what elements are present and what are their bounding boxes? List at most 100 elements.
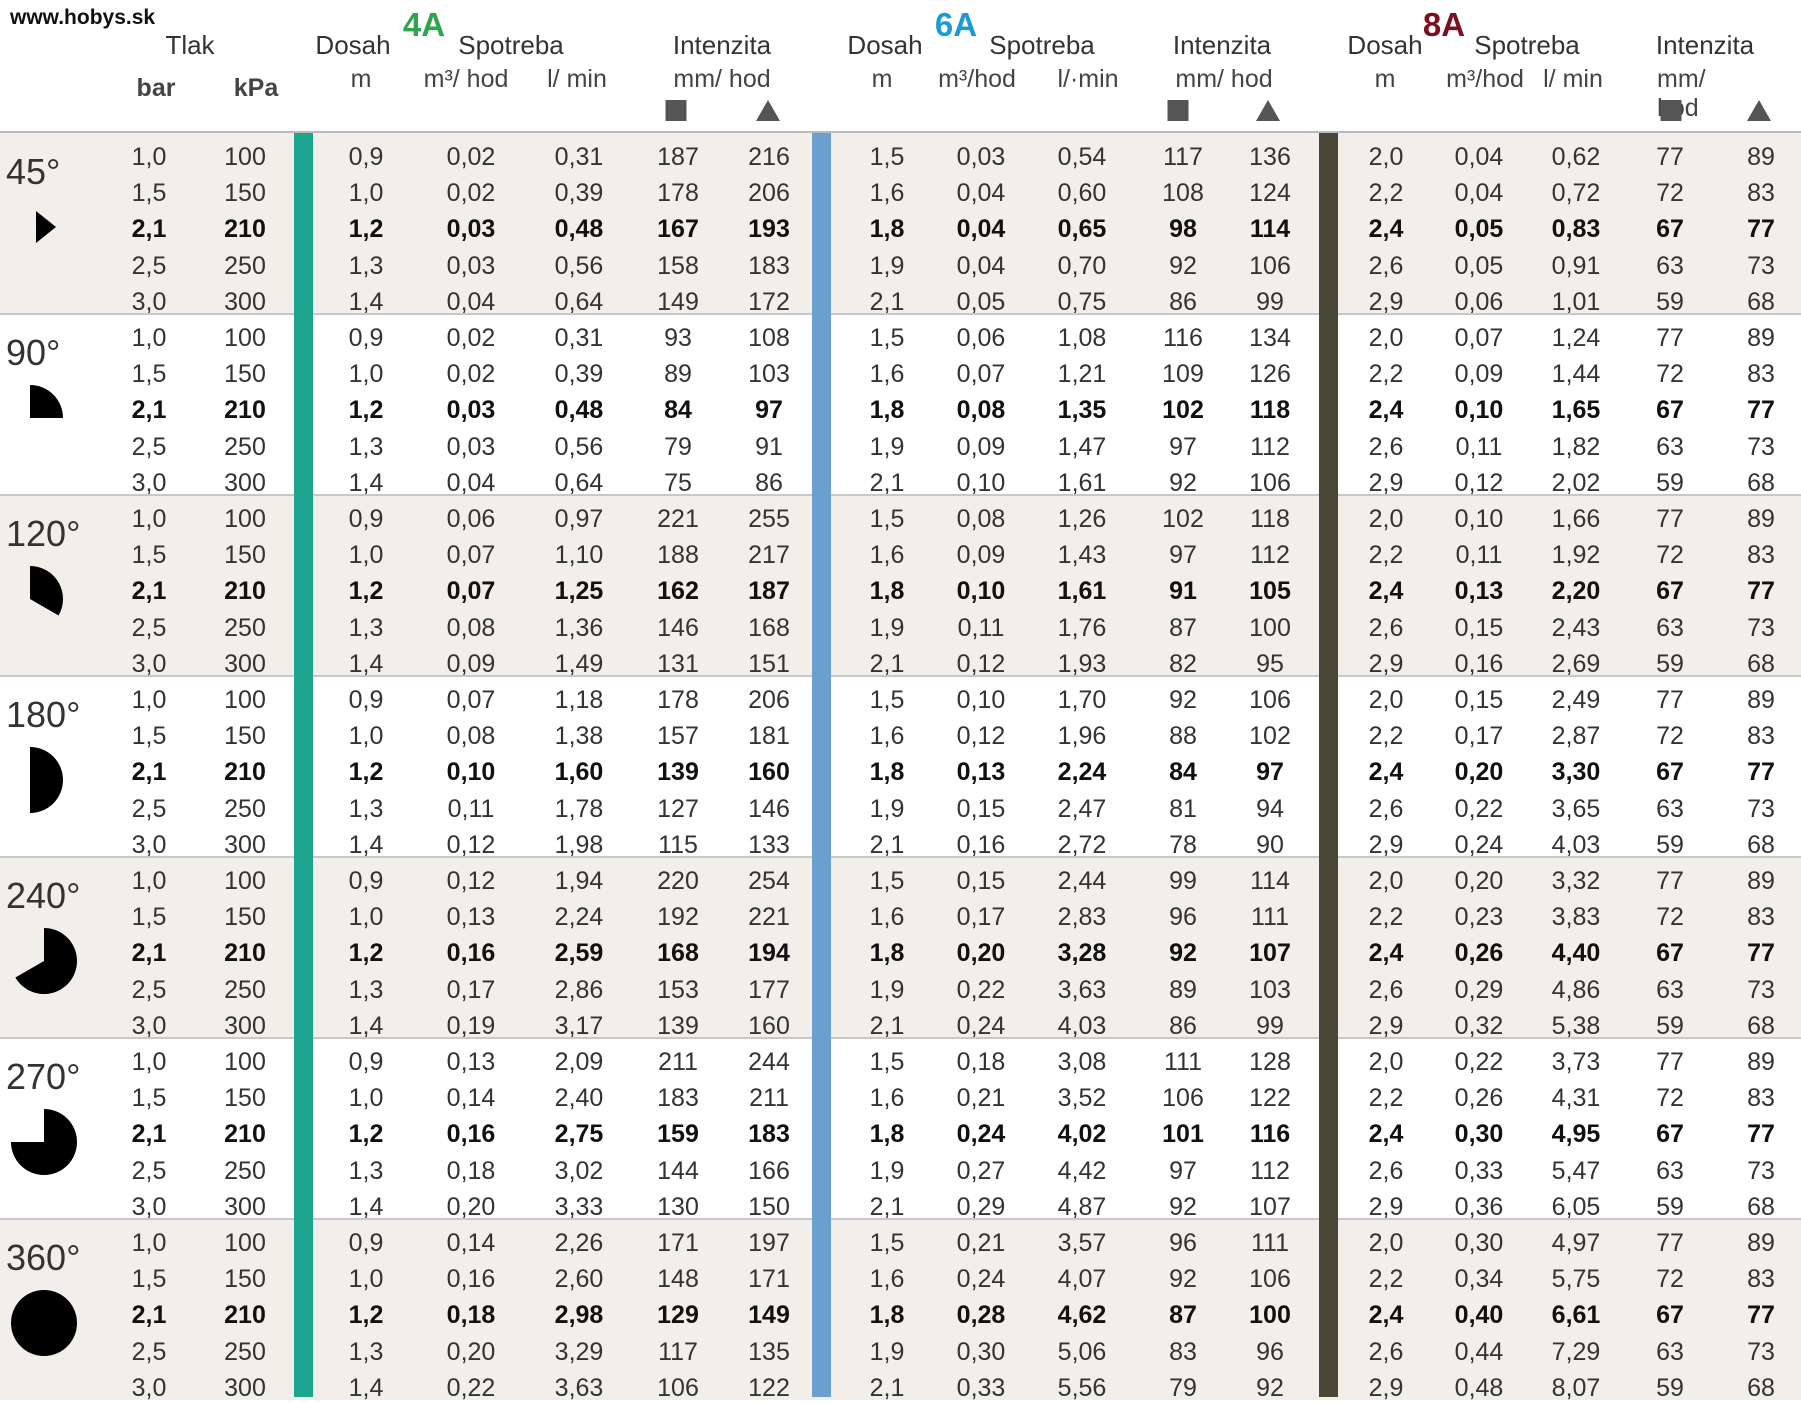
- table-cell: 5,38: [1551, 1011, 1601, 1040]
- table-cell: 111: [1250, 1229, 1290, 1257]
- table-cell: 3,52: [1057, 1084, 1107, 1113]
- table-cell: 67: [1656, 577, 1684, 606]
- table-cell: 91: [755, 432, 783, 461]
- unit-m-6a: m: [871, 65, 893, 93]
- table-cell: 2,0: [1368, 867, 1404, 895]
- table-cell: 96: [1169, 903, 1197, 932]
- table-cell: 0,9: [348, 505, 384, 533]
- pressure-cell: 2,5: [131, 1156, 167, 1185]
- table-cell: 0,17: [956, 903, 1006, 932]
- table-cell: 1,9: [869, 1337, 905, 1366]
- table-cell: 87: [1169, 613, 1197, 642]
- table-cell: 0,15: [1454, 613, 1504, 642]
- table-cell: 1,38: [554, 722, 604, 751]
- table-cell: 67: [1656, 396, 1684, 425]
- group-divider: [0, 313, 1801, 315]
- pressure-cell: 3,0: [131, 287, 167, 316]
- table-cell: 146: [657, 613, 699, 642]
- table-cell: 0,64: [554, 287, 604, 316]
- table-cell: 0,05: [1454, 251, 1504, 280]
- table-cell: 77: [1747, 758, 1775, 787]
- table-cell: 1,21: [1057, 360, 1107, 389]
- table-cell: 0,39: [554, 179, 604, 208]
- pressure-cell: 100: [224, 505, 266, 533]
- angle-label: 120°: [6, 513, 81, 554]
- table-cell: 1,98: [554, 830, 604, 859]
- table-cell: 0,16: [1454, 649, 1504, 678]
- table-cell: 217: [748, 541, 790, 570]
- table-cell: 0,02: [446, 324, 496, 352]
- table-cell: 0,18: [956, 1048, 1006, 1076]
- table-cell: 59: [1656, 830, 1684, 859]
- table-cell: 0,06: [1454, 287, 1504, 316]
- table-cell: 2,9: [1368, 287, 1404, 316]
- table-cell: 166: [748, 1156, 790, 1185]
- table-cell: 0,48: [1454, 1373, 1504, 1402]
- table-cell: 6,61: [1551, 1301, 1601, 1330]
- table-cell: 101: [1162, 1120, 1204, 1149]
- table-cell: 1,9: [869, 794, 905, 823]
- table-cell: 1,94: [554, 867, 604, 895]
- table-cell: 168: [657, 939, 699, 968]
- table-cell: 97: [1169, 541, 1197, 570]
- pressure-cell: 210: [224, 215, 266, 244]
- table-cell: 0,36: [1454, 1192, 1504, 1221]
- table-cell: 151: [748, 649, 790, 678]
- sector-shape: [8, 744, 80, 821]
- table-cell: 2,2: [1368, 722, 1404, 751]
- table-cell: 2,0: [1368, 1048, 1404, 1076]
- table-cell: 2,2: [1368, 1265, 1404, 1294]
- table-cell: 133: [748, 830, 790, 859]
- table-cell: 0,10: [446, 758, 496, 787]
- table-cell: 1,6: [869, 541, 905, 570]
- table-cell: 1,3: [348, 975, 384, 1004]
- table-cell: 1,2: [348, 758, 384, 787]
- table-cell: 75: [664, 468, 692, 497]
- pressure-cell: 300: [224, 1192, 266, 1221]
- table-cell: 114: [1249, 215, 1291, 244]
- sector-shape: [8, 925, 80, 1002]
- table-cell: 1,65: [1551, 396, 1601, 425]
- table-cell: 0,13: [1454, 577, 1504, 606]
- table-cell: 171: [748, 1265, 790, 1294]
- table-cell: 0,06: [956, 324, 1006, 352]
- table-cell: 122: [748, 1373, 790, 1402]
- table-cell: 183: [748, 1120, 790, 1149]
- table-cell: 0,44: [1454, 1337, 1504, 1366]
- table-cell: 0,33: [956, 1373, 1006, 1402]
- table-cell: 72: [1656, 722, 1684, 751]
- table-cell: 139: [657, 1011, 699, 1040]
- table-cell: 72: [1656, 179, 1684, 208]
- table-cell: 2,4: [1368, 1301, 1404, 1330]
- angle-group: 180° 1,0 100 0,9 0,07 1,18 178 206 1,5 0,10 1,70 92…: [0, 676, 1801, 859]
- spotreba-header-4a: Spotreba: [458, 30, 564, 60]
- table-cell: 0,15: [956, 794, 1006, 823]
- table-cell: 1,92: [1551, 541, 1601, 570]
- table-cell: 0,56: [554, 432, 604, 461]
- intenzita-header-6a: Intenzita: [1172, 30, 1272, 60]
- table-cell: 5,47: [1551, 1156, 1601, 1185]
- table-cell: 107: [1249, 1192, 1291, 1221]
- table-cell: 134: [1249, 324, 1291, 352]
- table-cell: 1,0: [348, 541, 384, 570]
- table-cell: 0,07: [1454, 324, 1504, 352]
- pressure-cell: 2,1: [131, 215, 167, 244]
- table-cell: 211: [749, 1084, 789, 1113]
- table-cell: 68: [1747, 830, 1775, 859]
- table-cell: 59: [1656, 649, 1684, 678]
- table-cell: 0,17: [446, 975, 496, 1004]
- table-cell: 3,57: [1057, 1229, 1107, 1257]
- table-cell: 2,6: [1368, 794, 1404, 823]
- table-cell: 255: [748, 505, 790, 533]
- table-cell: 0,15: [1454, 686, 1504, 714]
- table-cell: 0,03: [446, 251, 496, 280]
- table-cell: 89: [1747, 686, 1775, 714]
- table-cell: 1,8: [869, 396, 905, 425]
- table-cell: 1,5: [869, 867, 905, 895]
- table-cell: 2,4: [1368, 758, 1404, 787]
- pressure-cell: 1,0: [131, 324, 167, 352]
- table-cell: 3,63: [1057, 975, 1107, 1004]
- table-cell: 92: [1169, 939, 1197, 968]
- table-cell: 2,1: [869, 1011, 905, 1040]
- table-cell: 0,22: [1454, 794, 1504, 823]
